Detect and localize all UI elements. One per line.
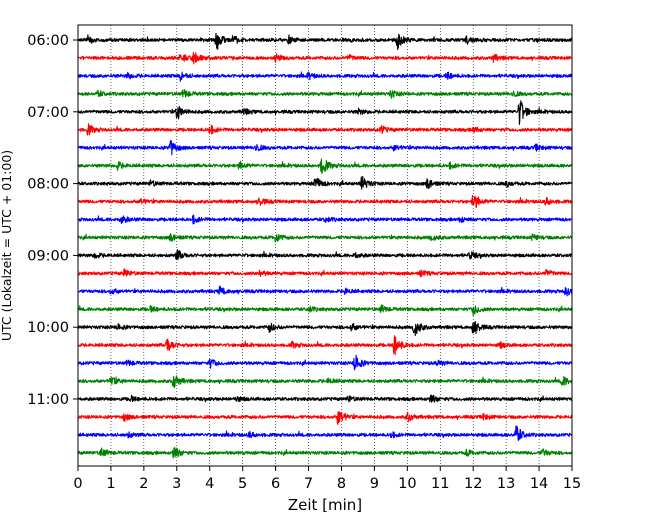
trace-0815: [77, 194, 573, 209]
trace-1115: [77, 411, 573, 425]
trace-0715: [77, 123, 573, 136]
trace-0600: [77, 32, 573, 51]
trace-0845: [77, 233, 573, 243]
trace-1015: [77, 335, 573, 356]
y-tick-label: 08:00: [27, 177, 69, 193]
trace-0830: [77, 214, 573, 225]
y-tick-label: 11:00: [27, 392, 69, 408]
y-tick-label: 07:00: [27, 105, 69, 121]
x-tick-label: 11: [431, 476, 449, 492]
x-tick-label: 1: [106, 476, 115, 492]
x-tick-label: 10: [398, 476, 416, 492]
x-tick-label: 14: [530, 476, 548, 492]
x-tick-label: 8: [337, 476, 346, 492]
trace-0615: [77, 51, 573, 65]
x-tick-label: 12: [464, 476, 482, 492]
trace-1000: [77, 321, 573, 337]
x-tick-label: 9: [370, 476, 379, 492]
y-tick-label: 09:00: [27, 248, 69, 264]
trace-0930: [77, 285, 573, 297]
x-axis-label: Zeit [min]: [288, 496, 362, 514]
trace-0745: [77, 158, 573, 174]
seismic-traces: [77, 32, 573, 459]
x-tick-label: 6: [271, 476, 280, 492]
y-axis-label: UTC (Lokalzeit = UTC + 01:00): [0, 150, 14, 341]
x-tick-label: 15: [563, 476, 581, 492]
x-tick-label: 3: [172, 476, 181, 492]
y-tick-label: 10:00: [27, 320, 69, 336]
x-tick-label: 0: [73, 476, 82, 492]
x-tick-label: 7: [304, 476, 313, 492]
trace-0645: [77, 89, 573, 99]
trace-0900: [77, 249, 573, 261]
trace-0630: [77, 71, 573, 82]
trace-0800: [77, 175, 573, 190]
y-axis-ticks: 06:00 07:00 08:00 09:00 10:00 11:00: [27, 33, 78, 408]
x-axis-ticks: 0 1 2 3 4 5 6 7 8 9 10 11 12 13 14 15: [73, 466, 581, 492]
plot-frame: [77, 24, 573, 467]
x-tick-label: 13: [497, 476, 515, 492]
trace-1045: [77, 375, 573, 389]
trace-0945: [77, 304, 573, 317]
x-tick-label: 5: [238, 476, 247, 492]
trace-0700: [77, 100, 573, 125]
y-tick-label: 06:00: [27, 33, 69, 49]
x-tick-label: 2: [139, 476, 148, 492]
trace-0730: [77, 140, 573, 156]
x-tick-label: 4: [205, 476, 214, 492]
trace-1100: [77, 394, 573, 403]
trace-1130: [77, 425, 573, 442]
trace-1030: [77, 354, 573, 371]
trace-0915: [77, 268, 573, 278]
trace-1145: [77, 446, 573, 459]
